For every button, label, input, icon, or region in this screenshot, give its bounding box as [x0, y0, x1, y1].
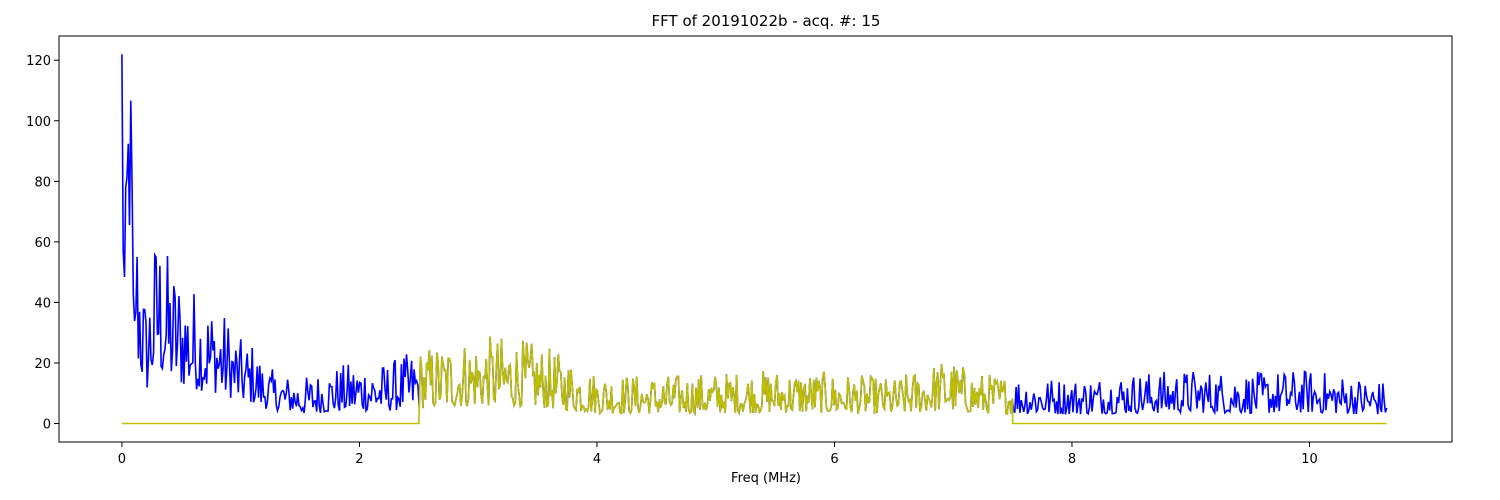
x-tick-label: 6 [830, 452, 838, 467]
x-tick-label: 2 [355, 452, 363, 467]
y-tick-label: 0 [43, 418, 51, 433]
x-tick-label: 8 [1068, 452, 1076, 467]
x-tick-label: 10 [1301, 452, 1318, 467]
y-tick-label: 40 [34, 296, 51, 311]
series-filtered-line [121, 336, 1387, 425]
x-axis: 0 2 4 6 8 10 [118, 442, 1318, 467]
x-tick-label: 0 [118, 452, 126, 467]
axes-frame [58, 35, 1453, 443]
x-tick-label: 4 [593, 452, 601, 467]
y-tick-label: 100 [26, 115, 51, 130]
y-axis: 0 20 40 60 80 100 120 [26, 54, 59, 433]
series-fft-line [121, 54, 1388, 417]
x-axis-label: Freq (MHz) [731, 471, 801, 486]
chart-title: FFT of 20191022b - acq. #: 15 [652, 12, 881, 30]
y-tick-label: 60 [34, 236, 51, 251]
y-tick-label: 80 [34, 175, 51, 190]
y-tick-label: 20 [34, 357, 51, 372]
plot-area [121, 54, 1388, 425]
y-tick-label: 120 [26, 54, 51, 69]
